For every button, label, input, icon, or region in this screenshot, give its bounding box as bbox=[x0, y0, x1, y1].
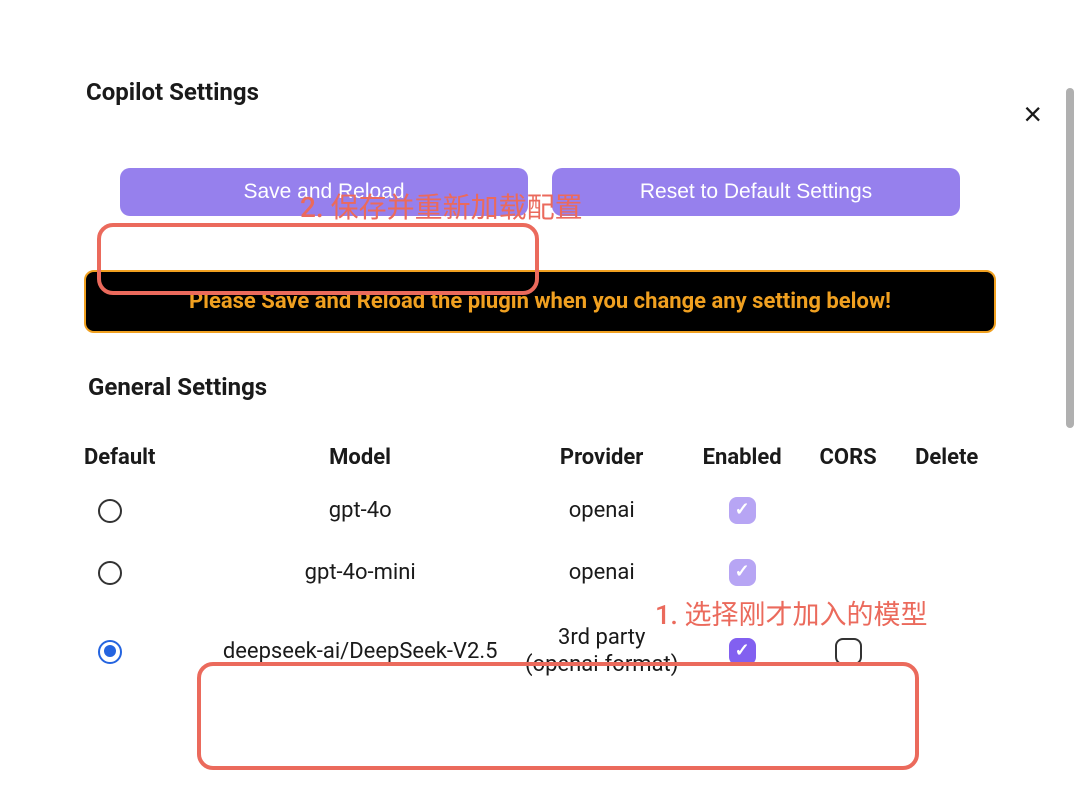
cell-model: gpt-4o-mini bbox=[202, 560, 517, 585]
cell-model: gpt-4o bbox=[202, 498, 517, 523]
scrollbar[interactable] bbox=[1066, 88, 1074, 428]
check-icon: ✓ bbox=[735, 501, 750, 519]
default-radio[interactable] bbox=[98, 561, 122, 585]
settings-page: × Copilot Settings 2. 保存并重新加载配置 Save and… bbox=[0, 78, 1080, 790]
cell-default bbox=[84, 559, 202, 584]
cors-checkbox[interactable] bbox=[835, 638, 862, 665]
reset-defaults-button[interactable]: Reset to Default Settings bbox=[552, 168, 960, 216]
copilot-settings-title: Copilot Settings bbox=[86, 78, 1052, 106]
models-table: Default Model Provider Enabled CORS Dele… bbox=[84, 435, 996, 699]
general-settings-title: General Settings bbox=[88, 373, 1052, 401]
warning-text: Please Save and Reload the plugin when y… bbox=[189, 289, 891, 314]
header-provider: Provider bbox=[518, 445, 686, 470]
warning-banner: Please Save and Reload the plugin when y… bbox=[84, 270, 996, 333]
cell-enabled: ✓ bbox=[686, 497, 799, 524]
enabled-checkbox[interactable]: ✓ bbox=[729, 559, 756, 586]
cell-provider: openai bbox=[518, 560, 686, 585]
cell-default bbox=[84, 497, 202, 522]
default-radio[interactable] bbox=[98, 499, 122, 523]
cell-model: deepseek-ai/DeepSeek-V2.5 bbox=[202, 639, 517, 664]
cell-enabled: ✓ bbox=[686, 638, 799, 665]
header-enabled: Enabled bbox=[685, 445, 798, 470]
cell-enabled: ✓ bbox=[686, 559, 799, 586]
check-icon: ✓ bbox=[735, 563, 750, 581]
annotation-step1: 1. 选择刚才加入的模型 bbox=[655, 593, 928, 632]
table-header-row: Default Model Provider Enabled CORS Dele… bbox=[84, 435, 996, 479]
cell-default bbox=[84, 638, 202, 663]
check-icon: ✓ bbox=[735, 642, 750, 660]
enabled-checkbox[interactable]: ✓ bbox=[729, 638, 756, 665]
close-button[interactable]: × bbox=[1017, 96, 1048, 132]
header-model: Model bbox=[202, 445, 518, 470]
header-delete: Delete bbox=[897, 445, 996, 470]
close-icon: × bbox=[1023, 96, 1042, 132]
header-default: Default bbox=[84, 445, 202, 470]
annotation-step2: 2. 保存并重新加载配置 bbox=[300, 186, 583, 226]
enabled-checkbox[interactable]: ✓ bbox=[729, 497, 756, 524]
cell-cors bbox=[799, 638, 898, 665]
cell-provider: openai bbox=[518, 498, 686, 523]
table-row: gpt-4oopenai ✓ bbox=[84, 479, 996, 541]
reset-defaults-label: Reset to Default Settings bbox=[640, 180, 872, 204]
header-cors: CORS bbox=[799, 445, 898, 470]
default-radio[interactable] bbox=[98, 640, 122, 664]
